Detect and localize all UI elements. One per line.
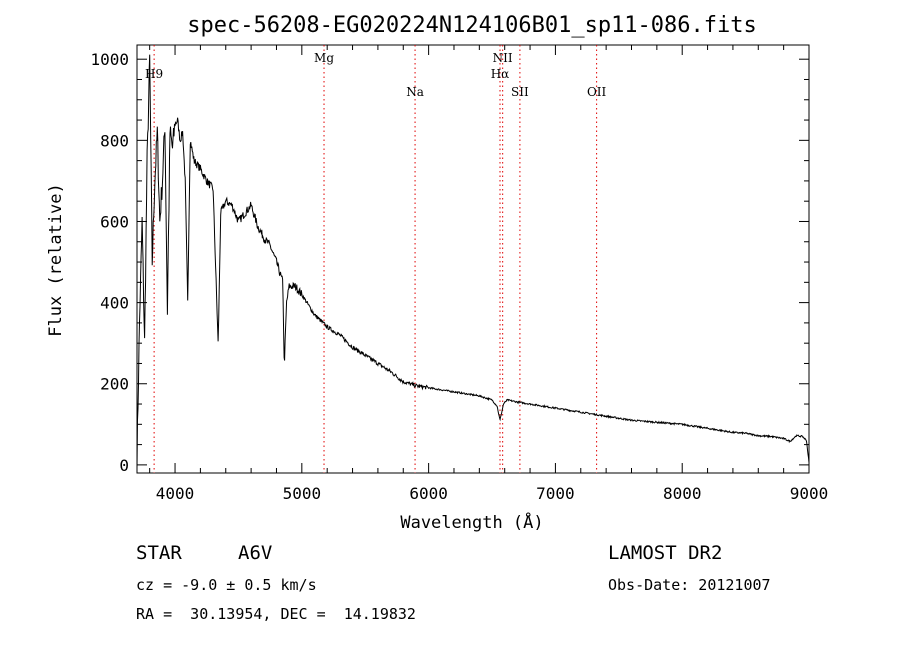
x-tick-label: 4000 [156,484,195,503]
y-axis-label: Flux (relative) [46,183,66,337]
line-marker-label: H9 [145,67,163,81]
line-marker-label: NII [493,51,513,65]
y-tick-label: 200 [100,375,129,394]
y-tick-label: 800 [100,131,129,150]
line-marker-label: OII [587,85,607,99]
x-tick-label: 5000 [283,484,322,503]
x-tick-label: 7000 [536,484,575,503]
subclass: A6V [238,542,273,564]
chart-title: spec-56208-EG020224N124106B01_sp11-086.f… [187,13,757,38]
x-tick-label: 9000 [790,484,829,503]
y-tick-label: 600 [100,212,129,231]
obs-date: Obs-Date: 20121007 [608,576,771,594]
cz-value: cz = -9.0 ± 0.5 km/s [136,576,317,594]
y-tick-label: 0 [119,456,129,475]
x-tick-label: 6000 [409,484,448,503]
object-type: STAR [136,542,182,564]
y-tick-label: 1000 [90,50,129,69]
line-marker-label: SII [511,85,529,99]
x-tick-label: 8000 [663,484,702,503]
line-marker-label: Mg [314,51,334,65]
spectrum-series [136,54,810,469]
line-marker-label: Na [406,85,424,99]
y-axis: 0 200 400 600 800 1000 [90,50,809,475]
plot-frame [136,44,810,474]
x-axis-label: Wavelength (Å) [400,511,543,533]
coordinates: RA = 30.13954, DEC = 14.19832 [136,605,416,623]
line-marker-label: Hα [491,67,510,81]
survey-name: LAMOST DR2 [608,542,723,564]
y-tick-label: 400 [100,294,129,313]
x-axis: 4000 5000 6000 7000 8000 9000 [149,45,829,503]
